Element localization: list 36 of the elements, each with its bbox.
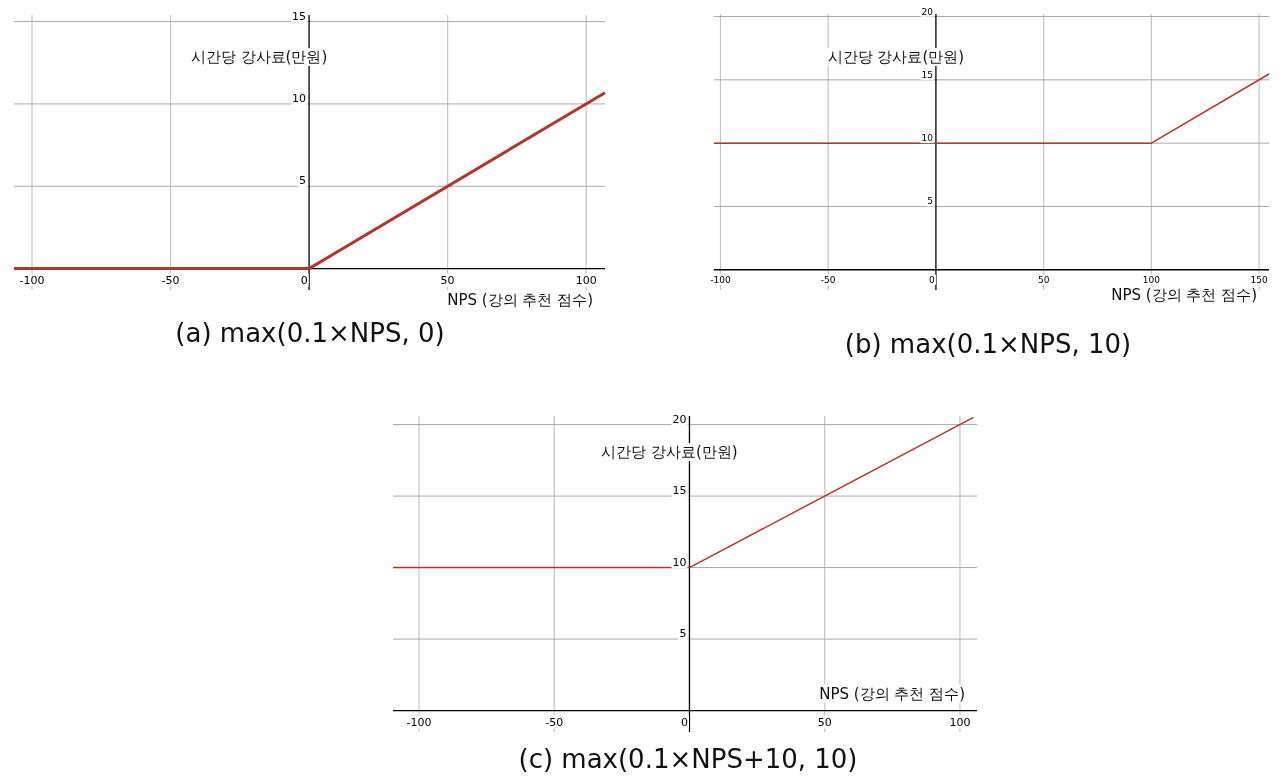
x-tick-label: 0: [681, 715, 689, 729]
y-tick-label: 5: [927, 196, 933, 207]
y-tick-label: 20: [921, 6, 934, 17]
x-axis-title: NPS (강의 추천 점수): [819, 684, 965, 703]
x-tick-label: 100: [1142, 274, 1161, 285]
y-tick-label: 15: [672, 484, 687, 498]
x-tick-label: 100: [575, 273, 597, 287]
x-axis-title: NPS (강의 추천 점수): [447, 290, 593, 309]
x-tick-label: -50: [161, 273, 180, 287]
x-tick-label: 50: [1037, 274, 1050, 285]
text: (b) max(0.1×NPS, 10): [844, 329, 1132, 359]
y-tick-label: 10: [672, 555, 687, 569]
y-tick-label: 10: [292, 91, 307, 105]
x-tick-label: 50: [817, 715, 832, 729]
x-tick-label: 100: [949, 715, 971, 729]
y-tick-label: 20: [672, 412, 687, 426]
x-tick-label: -50: [545, 715, 564, 729]
x-tick-label: 50: [440, 273, 455, 287]
x-tick-label: -100: [406, 715, 432, 729]
y-tick-label: 15: [921, 69, 933, 80]
x-tick-label: 0: [929, 274, 935, 285]
y-axis-title: 시간당 강사료(만원): [190, 48, 328, 66]
x-tick-label: 150: [1250, 274, 1268, 285]
y-tick-label: 5: [679, 627, 687, 641]
x-axis-title: NPS (강의 추천 점수): [1111, 285, 1257, 304]
text: (a) max(0.1×NPS, 0): [175, 318, 445, 348]
x-tick-label: 0: [300, 273, 308, 287]
y-axis-title: 시간당 강사료(만원): [827, 48, 965, 66]
y-tick-label: 10: [921, 133, 934, 144]
y-tick-label: 15: [292, 9, 307, 23]
text: (c) max(0.1×NPS+10, 10): [518, 744, 858, 774]
x-tick-label: -100: [19, 273, 45, 287]
x-tick-label: -100: [710, 274, 731, 285]
x-tick-label: -50: [820, 274, 836, 285]
y-tick-label: 5: [299, 174, 307, 188]
y-axis-title: 시간당 강사료(만원): [601, 443, 738, 461]
